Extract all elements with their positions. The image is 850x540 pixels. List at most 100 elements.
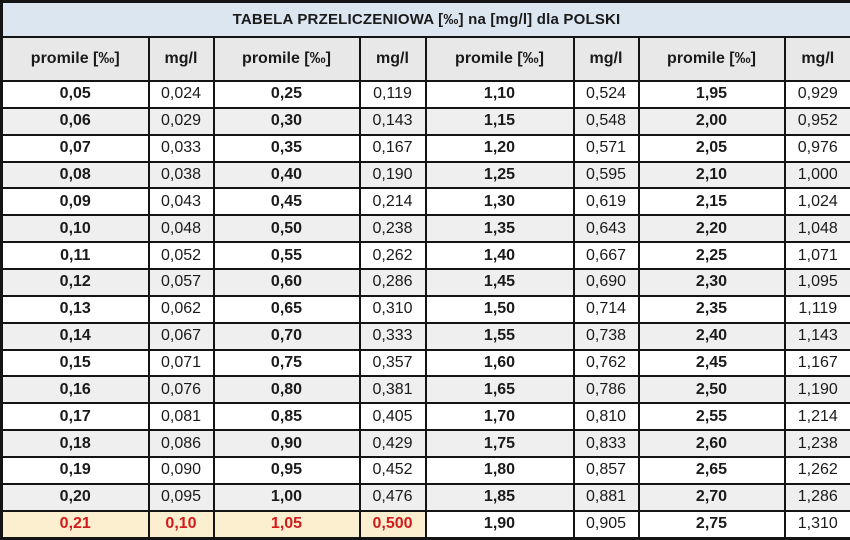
mgl-cell: 0,833 bbox=[572, 429, 640, 459]
promile-cell: 1,90 bbox=[424, 509, 575, 540]
table-row: 0,21 0,10 1,05 0,500 1,90 0,905 2,75 1,310 bbox=[0, 509, 850, 540]
promile-cell: 0,08 bbox=[0, 160, 150, 190]
mgl-cell: 0,643 bbox=[572, 214, 640, 244]
promile-cell: 2,75 bbox=[637, 509, 786, 540]
promile-cell: 0,50 bbox=[212, 214, 361, 244]
mgl-cell: 1,238 bbox=[783, 429, 850, 459]
mgl-cell: 0,548 bbox=[572, 106, 640, 136]
mgl-cell: 0,667 bbox=[572, 241, 640, 271]
promile-cell: 1,80 bbox=[424, 456, 575, 485]
promile-cell: 0,90 bbox=[212, 429, 361, 459]
mgl-cell: 0,857 bbox=[572, 456, 640, 485]
promile-cell: 1,05 bbox=[212, 509, 361, 540]
promile-cell: 2,60 bbox=[637, 429, 786, 459]
mgl-cell: 1,095 bbox=[783, 268, 850, 297]
promile-cell: 2,15 bbox=[637, 187, 786, 217]
promile-cell: 0,35 bbox=[212, 133, 361, 163]
mgl-cell: 0,571 bbox=[572, 133, 640, 163]
column-header: promile [‰] bbox=[637, 36, 786, 82]
promile-cell: 1,65 bbox=[424, 375, 575, 405]
mgl-cell: 0,071 bbox=[147, 348, 215, 378]
mgl-cell: 0,524 bbox=[572, 80, 640, 109]
table-row: 0,05 0,024 0,25 0,119 1,10 0,524 1,95 0,929 bbox=[0, 80, 850, 109]
mgl-cell: 0,10 bbox=[147, 509, 215, 540]
promile-cell: 1,30 bbox=[424, 187, 575, 217]
promile-cell: 2,50 bbox=[637, 375, 786, 405]
mgl-cell: 0,057 bbox=[147, 268, 215, 297]
mgl-cell: 0,119 bbox=[358, 80, 427, 109]
promile-cell: 1,40 bbox=[424, 241, 575, 271]
table-row: 0,06 0,029 0,30 0,143 1,15 0,548 2,00 0,952 bbox=[0, 106, 850, 136]
promile-cell: 0,13 bbox=[0, 294, 150, 324]
promile-cell: 2,35 bbox=[637, 294, 786, 324]
mgl-cell: 1,024 bbox=[783, 187, 850, 217]
promile-cell: 0,21 bbox=[0, 509, 150, 540]
mgl-cell: 0,476 bbox=[358, 482, 427, 512]
promile-cell: 0,14 bbox=[0, 321, 150, 351]
mgl-cell: 1,310 bbox=[783, 509, 850, 540]
table-row: 0,09 0,043 0,45 0,214 1,30 0,619 2,15 1,024 bbox=[0, 187, 850, 217]
column-header: mg/l bbox=[783, 36, 850, 82]
mgl-cell: 0,429 bbox=[358, 429, 427, 459]
mgl-cell: 0,357 bbox=[358, 348, 427, 378]
mgl-cell: 1,048 bbox=[783, 214, 850, 244]
mgl-cell: 1,143 bbox=[783, 321, 850, 351]
mgl-cell: 0,086 bbox=[147, 429, 215, 459]
mgl-cell: 0,286 bbox=[358, 268, 427, 297]
promile-cell: 0,15 bbox=[0, 348, 150, 378]
table-body: 0,05 0,024 0,25 0,119 1,10 0,524 1,95 0,929 0,06… bbox=[0, 80, 850, 540]
promile-cell: 1,25 bbox=[424, 160, 575, 190]
table-row: 0,16 0,076 0,80 0,381 1,65 0,786 2,50 1,190 bbox=[0, 375, 850, 405]
table-row: 0,17 0,081 0,85 0,405 1,70 0,810 2,55 1,214 bbox=[0, 402, 850, 432]
column-header: mg/l bbox=[358, 36, 427, 82]
mgl-cell: 0,143 bbox=[358, 106, 427, 136]
table-row: 0,18 0,086 0,90 0,429 1,75 0,833 2,60 1,238 bbox=[0, 429, 850, 459]
table-row: 0,13 0,062 0,65 0,310 1,50 0,714 2,35 1,119 bbox=[0, 294, 850, 324]
promile-cell: 1,75 bbox=[424, 429, 575, 459]
promile-cell: 1,50 bbox=[424, 294, 575, 324]
mgl-cell: 1,262 bbox=[783, 456, 850, 485]
promile-cell: 1,95 bbox=[637, 80, 786, 109]
promile-cell: 2,55 bbox=[637, 402, 786, 432]
promile-cell: 1,70 bbox=[424, 402, 575, 432]
promile-cell: 0,40 bbox=[212, 160, 361, 190]
promile-cell: 2,70 bbox=[637, 482, 786, 512]
promile-cell: 1,85 bbox=[424, 482, 575, 512]
mgl-cell: 0,238 bbox=[358, 214, 427, 244]
mgl-cell: 0,381 bbox=[358, 375, 427, 405]
mgl-cell: 0,905 bbox=[572, 509, 640, 540]
promile-cell: 1,15 bbox=[424, 106, 575, 136]
title-row: TABELA PRZELICZENIOWA [‰] na [mg/l] dla … bbox=[0, 0, 850, 38]
mgl-cell: 1,071 bbox=[783, 241, 850, 271]
promile-cell: 0,07 bbox=[0, 133, 150, 163]
mgl-cell: 0,043 bbox=[147, 187, 215, 217]
mgl-cell: 0,595 bbox=[572, 160, 640, 190]
table-row: 0,11 0,052 0,55 0,262 1,40 0,667 2,25 1,071 bbox=[0, 241, 850, 271]
promile-cell: 0,11 bbox=[0, 241, 150, 271]
promile-cell: 0,09 bbox=[0, 187, 150, 217]
table-row: 0,07 0,033 0,35 0,167 1,20 0,571 2,05 0,976 bbox=[0, 133, 850, 163]
promile-cell: 2,20 bbox=[637, 214, 786, 244]
promile-cell: 0,19 bbox=[0, 456, 150, 485]
column-header: promile [‰] bbox=[424, 36, 575, 82]
mgl-cell: 0,310 bbox=[358, 294, 427, 324]
promile-cell: 0,20 bbox=[0, 482, 150, 512]
promile-cell: 2,05 bbox=[637, 133, 786, 163]
mgl-cell: 0,038 bbox=[147, 160, 215, 190]
promile-cell: 0,55 bbox=[212, 241, 361, 271]
mgl-cell: 0,076 bbox=[147, 375, 215, 405]
column-header: mg/l bbox=[572, 36, 640, 82]
table-row: 0,20 0,095 1,00 0,476 1,85 0,881 2,70 1,286 bbox=[0, 482, 850, 512]
promile-cell: 2,45 bbox=[637, 348, 786, 378]
promile-cell: 0,80 bbox=[212, 375, 361, 405]
mgl-cell: 0,190 bbox=[358, 160, 427, 190]
mgl-cell: 0,048 bbox=[147, 214, 215, 244]
promile-cell: 1,60 bbox=[424, 348, 575, 378]
promile-cell: 1,00 bbox=[212, 482, 361, 512]
column-header: mg/l bbox=[147, 36, 215, 82]
promile-cell: 1,55 bbox=[424, 321, 575, 351]
promile-cell: 0,16 bbox=[0, 375, 150, 405]
table-row: 0,15 0,071 0,75 0,357 1,60 0,762 2,45 1,167 bbox=[0, 348, 850, 378]
mgl-cell: 0,619 bbox=[572, 187, 640, 217]
